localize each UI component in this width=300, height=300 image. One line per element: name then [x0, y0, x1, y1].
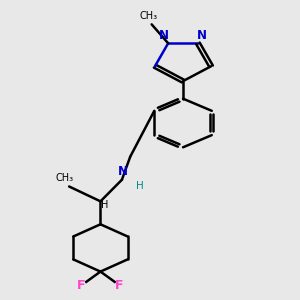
Text: N: N [118, 165, 128, 178]
Text: H: H [136, 182, 144, 191]
Text: CH₃: CH₃ [55, 173, 73, 183]
Text: CH₃: CH₃ [139, 11, 158, 21]
Text: N: N [197, 29, 207, 42]
Text: H: H [101, 200, 108, 210]
Text: N: N [159, 29, 169, 42]
Text: F: F [116, 279, 124, 292]
Text: F: F [77, 279, 86, 292]
